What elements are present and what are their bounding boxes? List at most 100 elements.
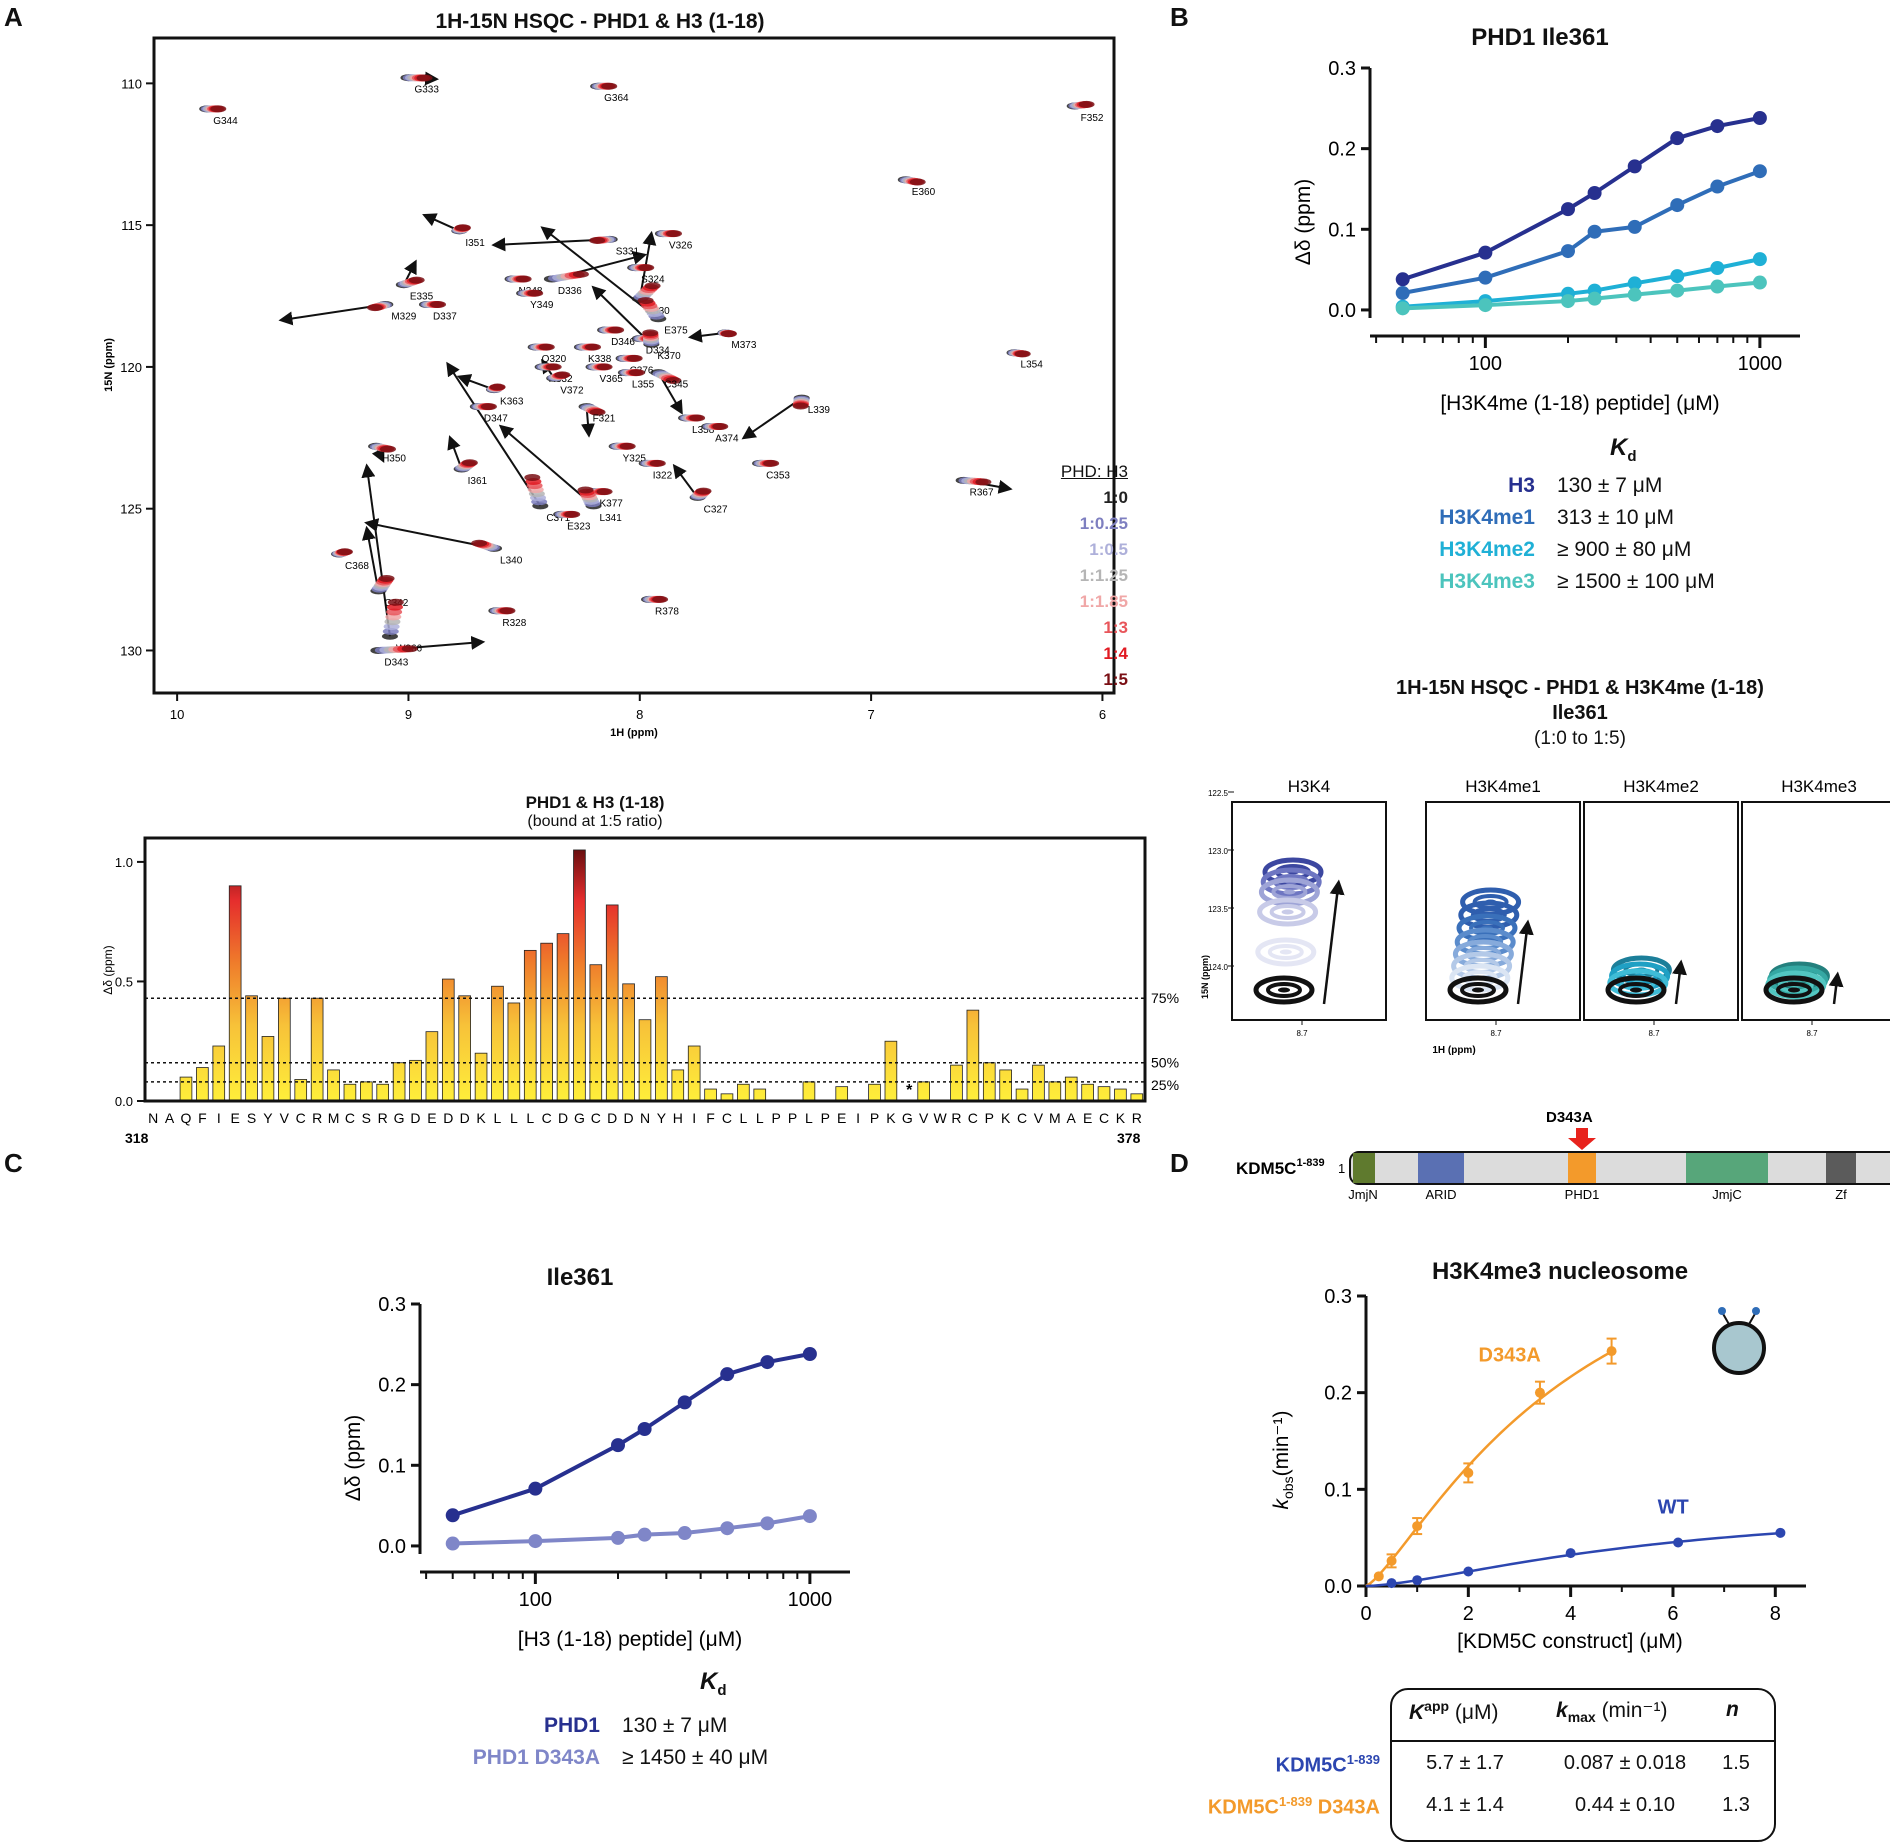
data-point xyxy=(1395,286,1410,300)
zoom-title: H3K4 xyxy=(1288,777,1331,796)
y-tick-label: 0.1 xyxy=(1328,219,1356,241)
hsqc-peak-label: D337 xyxy=(433,312,457,323)
zoom-contour xyxy=(1283,889,1296,895)
panel-c-binding-curves: 0.0 0.1 0.2 0.3 100 1000 Δδ (ppm) [H3 (1-18) … xyxy=(342,1294,850,1651)
hsqc-contour xyxy=(589,408,606,416)
hsqc-peak-k377: K377 xyxy=(585,488,623,510)
data-point xyxy=(1395,301,1410,316)
hsqc-peak-y349: Y349 xyxy=(516,289,554,311)
bar-residue xyxy=(474,1052,488,1102)
curve-phd1 xyxy=(452,1352,811,1518)
zoom-contour xyxy=(1281,909,1294,915)
data-point xyxy=(445,1508,460,1523)
zoom-x-tick-label: 8.7 xyxy=(1296,1029,1308,1038)
hsqc-peak-g333: G333 xyxy=(400,74,439,96)
hsqc-contour xyxy=(489,383,506,391)
hsqc-contour xyxy=(608,326,625,334)
data-point xyxy=(1627,219,1642,234)
y-tick-label: 0.1 xyxy=(1324,1479,1352,1501)
data-point xyxy=(1373,1571,1384,1582)
fit-wt xyxy=(1365,1531,1781,1588)
hsqc-contour xyxy=(524,474,541,482)
bar-residue-label: R xyxy=(312,1110,322,1126)
hsqc-peak-label: L355 xyxy=(632,380,655,391)
hsqc-shift-arrow xyxy=(672,463,699,498)
zoom-y-tick-label: 123.5 xyxy=(1208,905,1229,914)
hsqc-peak-a374: A374 xyxy=(701,422,739,444)
panel-b-hsqc-subtitle: Ile361 xyxy=(1552,702,1608,724)
hsqc-contour xyxy=(689,414,706,422)
hsqc-peak-l358: L358 xyxy=(678,414,715,436)
bar-residue xyxy=(753,1088,767,1102)
hsqc-peak-c371: C371 xyxy=(524,474,571,524)
hsqc-contour xyxy=(720,330,737,338)
zoom-contour xyxy=(1605,975,1667,1005)
zoom-frame xyxy=(1231,801,1387,1021)
panel-label-b: B xyxy=(1170,2,1189,32)
bar-threshold-label: 50% xyxy=(1151,1055,1179,1071)
data-point xyxy=(1752,111,1767,125)
hsqc-peak-label: F321 xyxy=(593,414,616,425)
y-tick-label: 0.2 xyxy=(378,1375,406,1397)
bar-missing-marker: * xyxy=(906,1082,913,1099)
bar-residue-label: D xyxy=(607,1110,617,1126)
domain-jmjn xyxy=(1353,1153,1375,1183)
hsqc-contour xyxy=(367,304,384,312)
bar-residue xyxy=(884,1040,898,1102)
bar-residue-label: C xyxy=(968,1110,978,1126)
bar-residue-label: Q xyxy=(181,1110,192,1126)
kd-name: H3 xyxy=(1508,474,1535,497)
hsqc-peak-v372: V372 xyxy=(546,371,584,396)
bar-residue xyxy=(343,1083,357,1102)
hsqc-contour xyxy=(649,459,666,467)
hsqc-contour xyxy=(585,343,602,351)
bar-residue-label: E xyxy=(1083,1110,1092,1126)
hsqc-contour xyxy=(652,595,669,603)
bar-residue-label: K xyxy=(886,1110,896,1126)
bar-residue-label: V xyxy=(919,1110,929,1126)
domain-label: JmjC xyxy=(1712,1187,1742,1202)
hsqc-contour xyxy=(619,442,636,450)
bar-threshold-label: 75% xyxy=(1151,990,1179,1006)
hsqc-peak-m329: M329 xyxy=(367,301,417,323)
mutation-label: D343A xyxy=(1546,1109,1593,1126)
bar-residue xyxy=(228,885,242,1102)
panel-d-y-axis-label: kobs(min⁻¹) xyxy=(1270,1411,1296,1510)
hsqc-peak-c345: C345 xyxy=(650,369,689,391)
hsqc-contour xyxy=(416,74,433,82)
x-tick-label: 8 xyxy=(1770,1603,1781,1625)
bar-residue xyxy=(671,1069,685,1102)
hsqc-contour xyxy=(408,276,425,284)
data-point xyxy=(1412,1575,1423,1586)
bar-residue xyxy=(327,1069,340,1102)
hsqc-contour xyxy=(695,487,712,495)
zoom-contour xyxy=(1618,982,1654,998)
hsqc-peak-v326: V326 xyxy=(654,230,693,252)
bar-residue xyxy=(638,1019,652,1102)
data-point xyxy=(1386,1555,1397,1566)
bar-residue xyxy=(409,1059,422,1102)
hsqc-peak-label: L340 xyxy=(500,555,523,566)
hsqc-peak-l341: L341 xyxy=(577,486,622,524)
bar-residue-label: D xyxy=(624,1110,634,1126)
bar-residue xyxy=(196,1067,209,1102)
data-point xyxy=(1587,291,1602,306)
bar-residue xyxy=(802,1081,816,1102)
bar-residue-label: S xyxy=(247,1110,256,1126)
kd-name: H3K4me1 xyxy=(1439,506,1535,529)
bar-residue-label: R xyxy=(951,1110,961,1126)
data-point xyxy=(1587,224,1602,239)
y-tick-label: 0.2 xyxy=(1324,1383,1352,1405)
hsqc-peak-label: F352 xyxy=(1081,113,1104,124)
hsqc-peak-g364: G364 xyxy=(590,82,629,104)
bar-residue xyxy=(540,942,553,1102)
data-point xyxy=(1670,198,1685,213)
hsqc-peak-label: M329 xyxy=(391,312,416,323)
hsqc-contour xyxy=(975,478,992,486)
hsqc-legend-ratio: 1:1.25 xyxy=(1079,566,1128,585)
hsqc-contour xyxy=(596,363,613,371)
bar-residue-label: K xyxy=(1116,1110,1126,1126)
bar-residue xyxy=(999,1069,1012,1102)
bar-end-label: 378 xyxy=(1117,1130,1141,1146)
hsqc-peak-label: D343 xyxy=(384,657,408,668)
